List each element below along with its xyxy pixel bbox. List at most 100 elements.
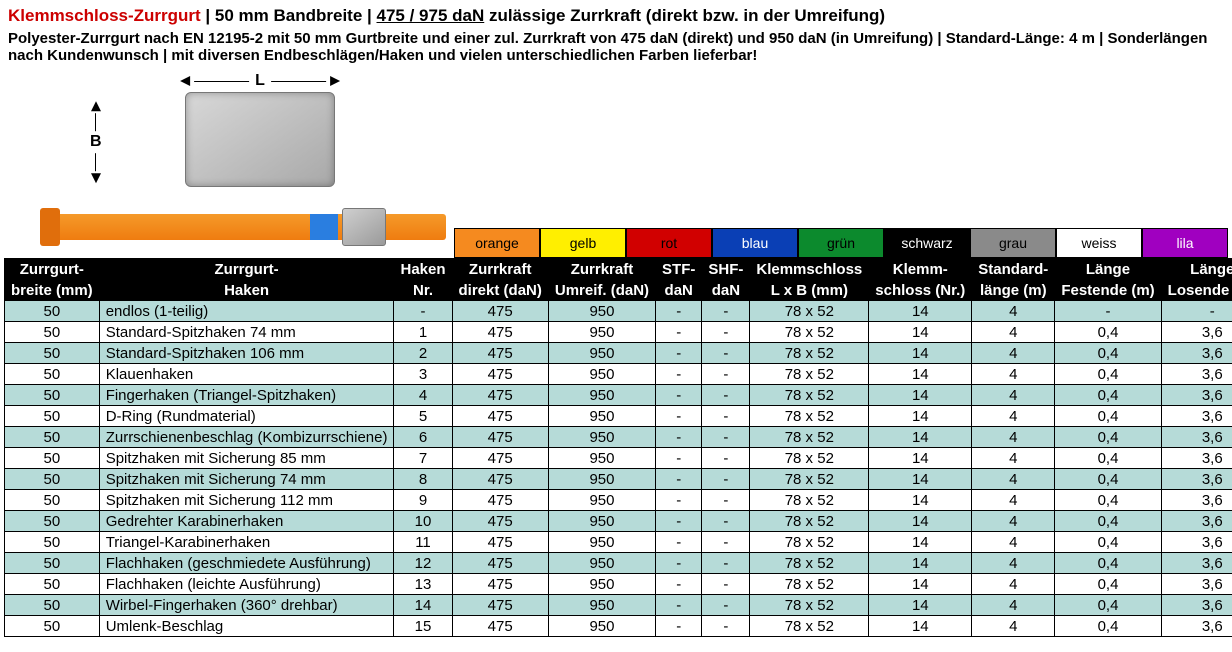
- table-row: 50Spitzhaken mit Sicherung 74 mm8475950-…: [5, 469, 1232, 490]
- table-header-cell: Zurrkraft: [548, 259, 655, 280]
- table-cell: 3,6: [1161, 469, 1232, 490]
- top-area: L B orangegelbrotblaugrünschwarzgrauweis…: [0, 70, 1232, 258]
- table-cell: 950: [548, 490, 655, 511]
- table-cell: 3,6: [1161, 322, 1232, 343]
- table-cell: 475: [452, 427, 548, 448]
- table-cell: 475: [452, 511, 548, 532]
- color-swatch-blau: blau: [712, 228, 798, 258]
- table-cell: 14: [869, 511, 972, 532]
- table-header-cell: breite (mm): [5, 280, 100, 301]
- table-cell: 4: [972, 553, 1055, 574]
- table-cell: 475: [452, 616, 548, 637]
- table-cell: 0,4: [1055, 532, 1161, 553]
- table-row: 50Spitzhaken mit Sicherung 85 mm7475950-…: [5, 448, 1232, 469]
- table-cell: 13: [394, 574, 452, 595]
- table-cell: Zurrschienenbeschlag (Kombizurrschiene): [99, 427, 394, 448]
- table-cell: 0,4: [1055, 322, 1161, 343]
- table-header-cell: Standard-: [972, 259, 1055, 280]
- table-header-cell: Umreif. (daN): [548, 280, 655, 301]
- table-cell: 78 x 52: [750, 511, 869, 532]
- table-cell: -: [656, 616, 702, 637]
- table-cell: 3,6: [1161, 490, 1232, 511]
- table-cell: 4: [394, 385, 452, 406]
- table-cell: -: [656, 553, 702, 574]
- table-cell: -: [702, 553, 750, 574]
- color-swatch-grün: grün: [798, 228, 884, 258]
- table-cell: 3,6: [1161, 343, 1232, 364]
- table-cell: -: [702, 343, 750, 364]
- table-cell: 950: [548, 469, 655, 490]
- table-cell: 78 x 52: [750, 595, 869, 616]
- table-cell: 950: [548, 343, 655, 364]
- table-head: Zurrgurt-Zurrgurt-HakenZurrkraftZurrkraf…: [5, 259, 1232, 301]
- table-cell: 950: [548, 427, 655, 448]
- title-part-suffix: zulässige Zurrkraft (direkt bzw. in der …: [484, 6, 885, 25]
- table-cell: 50: [5, 301, 100, 322]
- table-cell: 3,6: [1161, 595, 1232, 616]
- table-cell: 78 x 52: [750, 427, 869, 448]
- table-header-cell: Festende (m): [1055, 280, 1161, 301]
- table-cell: 50: [5, 406, 100, 427]
- table-cell: 78 x 52: [750, 553, 869, 574]
- title-sep: |: [362, 6, 376, 25]
- table-cell: 950: [548, 574, 655, 595]
- table-cell: 50: [5, 574, 100, 595]
- table-header-cell: daN: [656, 280, 702, 301]
- table-header-cell: SHF-: [702, 259, 750, 280]
- table-header-cell: STF-: [656, 259, 702, 280]
- table-cell: 15: [394, 616, 452, 637]
- table-header-cell: Haken: [394, 259, 452, 280]
- table-cell: 4: [972, 574, 1055, 595]
- buckle-diagram: L B: [110, 74, 410, 194]
- table-cell: 14: [869, 301, 972, 322]
- table-cell: 78 x 52: [750, 532, 869, 553]
- table-cell: 4: [972, 301, 1055, 322]
- table-cell: 78 x 52: [750, 364, 869, 385]
- color-swatches: orangegelbrotblaugrünschwarzgrauweisslil…: [454, 228, 1228, 258]
- table-cell: 78 x 52: [750, 469, 869, 490]
- color-swatch-schwarz: schwarz: [884, 228, 970, 258]
- table-cell: 4: [972, 427, 1055, 448]
- table-cell: -: [702, 574, 750, 595]
- table-cell: 3,6: [1161, 574, 1232, 595]
- table-cell: 475: [452, 574, 548, 595]
- page-title: Klemmschloss-Zurrgurt | 50 mm Bandbreite…: [8, 6, 1224, 26]
- table-cell: 4: [972, 343, 1055, 364]
- table-cell: 14: [869, 574, 972, 595]
- table-row: 50Gedrehter Karabinerhaken10475950--78 x…: [5, 511, 1232, 532]
- table-cell: 4: [972, 448, 1055, 469]
- table-cell: -: [394, 301, 452, 322]
- color-swatch-orange: orange: [454, 228, 540, 258]
- table-cell: 1: [394, 322, 452, 343]
- table-cell: 50: [5, 427, 100, 448]
- table-cell: 11: [394, 532, 452, 553]
- table-cell: 3,6: [1161, 406, 1232, 427]
- table-cell: 14: [394, 595, 452, 616]
- table-cell: 50: [5, 448, 100, 469]
- table-cell: 0,4: [1055, 469, 1161, 490]
- table-cell: -: [656, 448, 702, 469]
- table-cell: 4: [972, 616, 1055, 637]
- table-cell: 0,4: [1055, 406, 1161, 427]
- table-cell: 4: [972, 364, 1055, 385]
- table-row: 50Triangel-Karabinerhaken11475950--78 x …: [5, 532, 1232, 553]
- table-cell: 9: [394, 490, 452, 511]
- table-cell: 950: [548, 364, 655, 385]
- table-row: 50Standard-Spitzhaken 74 mm1475950--78 x…: [5, 322, 1232, 343]
- table-cell: -: [656, 532, 702, 553]
- table-cell: -: [656, 490, 702, 511]
- table-cell: 4: [972, 385, 1055, 406]
- table-cell: 14: [869, 532, 972, 553]
- table-cell: 14: [869, 343, 972, 364]
- table-cell: Spitzhaken mit Sicherung 85 mm: [99, 448, 394, 469]
- table-cell: 14: [869, 385, 972, 406]
- dimension-B: B: [90, 101, 102, 183]
- table-cell: -: [656, 385, 702, 406]
- table-cell: -: [702, 301, 750, 322]
- table-cell: 4: [972, 532, 1055, 553]
- table-cell: 950: [548, 553, 655, 574]
- table-cell: 475: [452, 343, 548, 364]
- strap-buckle: [342, 208, 386, 246]
- table-cell: 78 x 52: [750, 490, 869, 511]
- table-cell: Gedrehter Karabinerhaken: [99, 511, 394, 532]
